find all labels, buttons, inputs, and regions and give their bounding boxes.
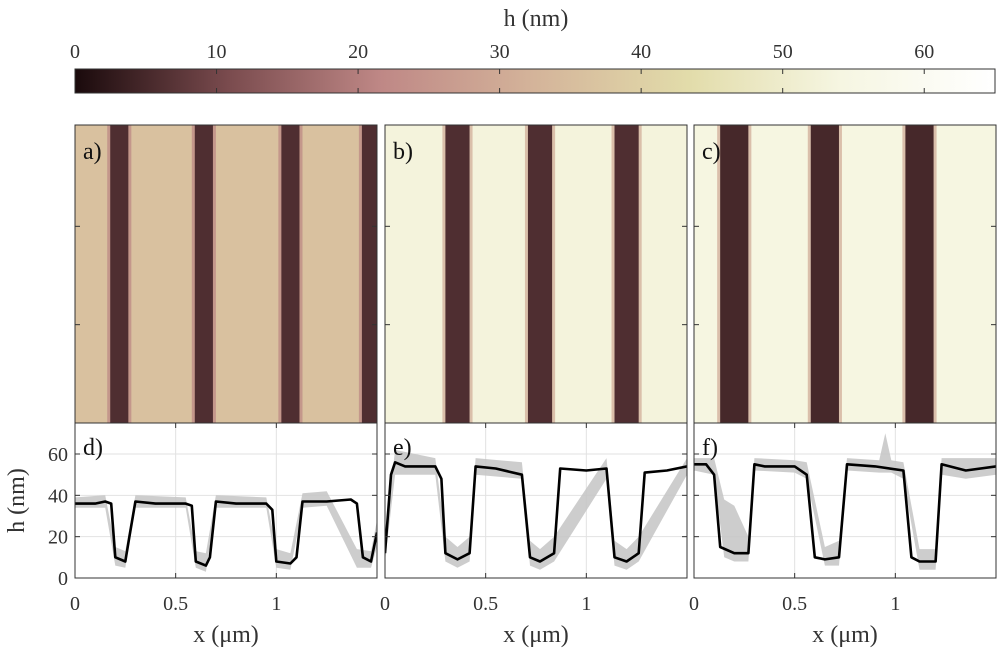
height-map: a) bbox=[74, 124, 378, 424]
map-stripe bbox=[905, 125, 934, 423]
x-tick-label: 0.5 bbox=[782, 593, 807, 615]
height-map: c) bbox=[693, 124, 997, 424]
y-tick-label: 40 bbox=[48, 485, 68, 507]
colorbar-title: h (nm) bbox=[504, 6, 569, 32]
colorbar-tick-label: 30 bbox=[490, 41, 510, 63]
profile-line bbox=[75, 498, 377, 567]
x-tick-label: 1 bbox=[271, 593, 281, 615]
map-stripe bbox=[614, 125, 639, 423]
y-tick-label: 60 bbox=[48, 444, 68, 466]
x-tick-label: 0 bbox=[689, 593, 699, 615]
colorbar-tick-label: 40 bbox=[631, 41, 651, 63]
map-stripe bbox=[810, 125, 839, 423]
profile-line bbox=[694, 462, 996, 563]
colorbar-tick-label: 50 bbox=[773, 41, 793, 63]
map-stripe bbox=[527, 125, 553, 423]
x-tick-label: 0.5 bbox=[163, 593, 188, 615]
panel-label: f) bbox=[702, 435, 718, 461]
x-axis-title: x (μm) bbox=[193, 622, 259, 648]
panel-label: d) bbox=[83, 435, 103, 461]
plot-frame bbox=[693, 422, 997, 579]
plot-frame bbox=[384, 422, 688, 579]
map-stripe bbox=[361, 125, 377, 423]
colorbar-tick-label: 0 bbox=[70, 41, 80, 63]
x-axis-title: x (μm) bbox=[812, 622, 878, 648]
panel-label: a) bbox=[83, 139, 102, 165]
map-stripe bbox=[281, 125, 300, 423]
y-tick-label: 0 bbox=[58, 568, 68, 590]
colorbar-gradient bbox=[74, 68, 996, 94]
x-tick-label: 0 bbox=[70, 593, 80, 615]
y-tick-label: 20 bbox=[48, 527, 68, 549]
profile-plot: 0 0.5 1 0 20 40 60 d) x (μm) h (nm) bbox=[4, 422, 378, 648]
plot-frame bbox=[74, 422, 378, 579]
map-stripe bbox=[445, 125, 470, 423]
x-tick-label: 0 bbox=[380, 593, 390, 615]
y-axis-title: h (nm) bbox=[4, 468, 30, 533]
x-axis-title: x (μm) bbox=[503, 622, 569, 648]
panel-label: c) bbox=[702, 139, 721, 165]
map-stripe bbox=[194, 125, 213, 423]
profile-spread bbox=[385, 449, 687, 570]
height-map: b) bbox=[384, 124, 688, 424]
map-stripe bbox=[720, 125, 749, 423]
profile-plot: 0 0.5 1 f) x (μm) bbox=[689, 422, 997, 648]
x-tick-label: 0.5 bbox=[473, 593, 498, 615]
colorbar-tick-label: 60 bbox=[914, 41, 934, 63]
colorbar-tick-label: 10 bbox=[207, 41, 227, 63]
colorbar-tick-label: 20 bbox=[348, 41, 368, 63]
x-tick-label: 1 bbox=[581, 593, 591, 615]
colorbar: h (nm) 0 10 20 30 40 50 60 bbox=[70, 6, 996, 94]
panel-label: e) bbox=[393, 435, 412, 461]
map-stripe bbox=[110, 125, 129, 423]
panel-label: b) bbox=[393, 139, 413, 165]
profile-line bbox=[385, 460, 687, 563]
profile-plot: 0 0.5 1 e) x (μm) bbox=[380, 422, 688, 648]
x-tick-label: 1 bbox=[890, 593, 900, 615]
